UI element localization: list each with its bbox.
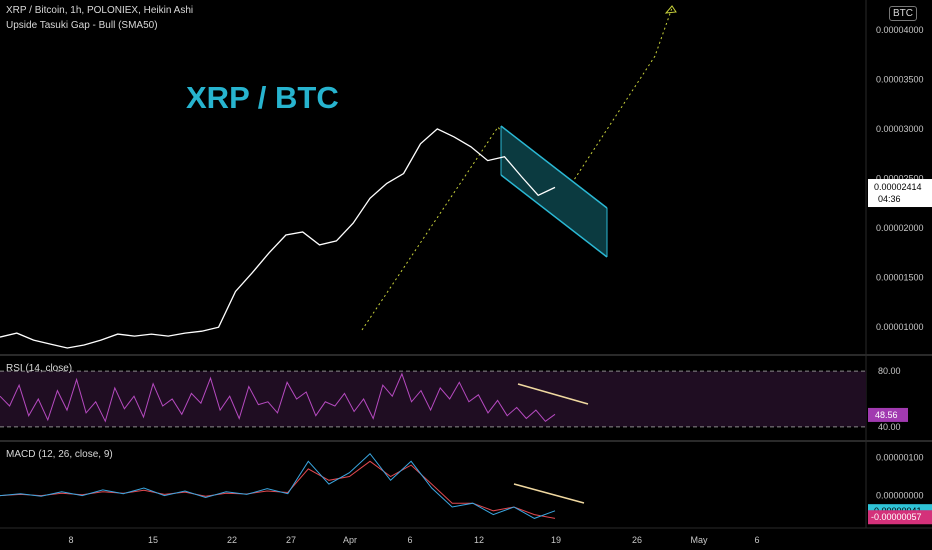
projection-arrow-head	[664, 5, 677, 14]
time-axis-tick-label: 6	[407, 535, 412, 545]
time-axis-tick-label: 27	[286, 535, 296, 545]
price-axis-tick-label: 0.00001000	[876, 322, 924, 332]
price-axis-tick-label: 0.00002000	[876, 223, 924, 233]
descending-channel[interactable]	[501, 126, 607, 257]
time-axis-tick-label: Apr	[343, 535, 357, 545]
time-axis-tick-label: 12	[474, 535, 484, 545]
chart-title: XRP / Bitcoin, 1h, POLONIEX, Heikin Ashi	[6, 5, 194, 16]
rsi-value-label: 48.56	[875, 410, 898, 420]
macd-signal-series-line	[0, 460, 556, 519]
macd-divergence-line[interactable]	[513, 483, 585, 504]
macd-series-line	[0, 452, 556, 519]
rsi-axis-tick-label: 80.00	[878, 366, 901, 376]
rsi-divergence-line[interactable]	[517, 383, 589, 405]
currency-badge[interactable]: BTC	[889, 6, 917, 21]
channel-lower-line[interactable]	[500, 174, 608, 258]
price-axis-tick-label: 0.00003000	[876, 124, 924, 134]
last-price-badge	[868, 179, 932, 208]
price-axis-tick-label: 0.00003500	[876, 74, 924, 84]
time-axis-tick-label: 26	[632, 535, 642, 545]
macd-signal-badge	[868, 510, 932, 525]
macd-axis-tick-label: 0.00000000	[876, 491, 924, 501]
price-series-line	[0, 128, 556, 349]
time-axis-tick-label: 6	[754, 535, 759, 545]
time-axis-tick-label: 22	[227, 535, 237, 545]
macd-panel-label[interactable]: MACD (12, 26, close, 9)	[6, 449, 113, 460]
time-axis-tick-label: 8	[68, 535, 73, 545]
last-price-label: 0.00002414	[874, 182, 922, 192]
chart-annotation-text[interactable]: XRP / BTC	[186, 80, 339, 115]
macd-signal-label: -0.00000057	[871, 512, 922, 522]
macd-axis-tick-label: 0.00000100	[876, 453, 924, 463]
price-axis-tick-label: 0.00004000	[876, 25, 924, 35]
rsi-band	[0, 371, 866, 427]
rsi-axis-tick-label: 40.00	[878, 422, 901, 432]
time-axis-tick-label: 15	[148, 535, 158, 545]
price-axis-tick-label: 0.00002500	[876, 173, 924, 183]
time-axis-tick-label: May	[690, 535, 708, 545]
rsi-series-line	[0, 372, 556, 423]
rsi-value-badge	[868, 407, 908, 422]
rsi-panel-label[interactable]: RSI (14, close)	[6, 363, 73, 374]
time-axis-tick-label: 19	[551, 535, 561, 545]
candle-countdown-label: 04:36	[878, 194, 901, 204]
channel-upper-line[interactable]	[500, 125, 608, 209]
price-axis-tick-label: 0.00001500	[876, 273, 924, 283]
study-label: Upside Tasuki Gap - Bull (SMA50)	[6, 20, 158, 31]
